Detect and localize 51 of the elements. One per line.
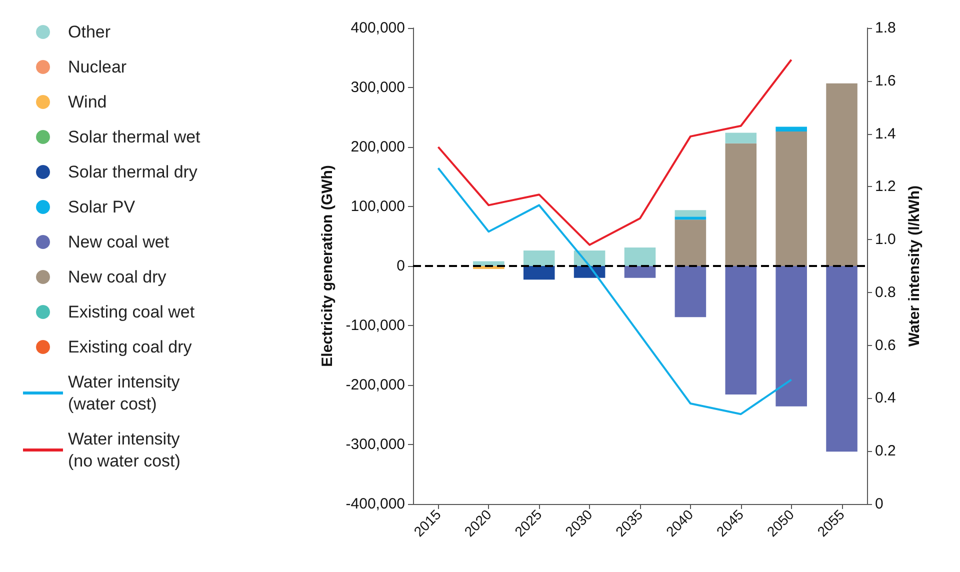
y-tick-label: 400,000 — [350, 20, 405, 36]
bar — [674, 266, 706, 318]
legend-label: Water intensity (water cost) — [68, 372, 185, 414]
legend-label: Existing coal dry — [68, 338, 192, 356]
y2-tick-label: 1.4 — [875, 125, 896, 142]
legend-label: Solar thermal wet — [68, 128, 201, 146]
y2-tick-label: 0.8 — [875, 284, 896, 301]
bar — [776, 266, 807, 406]
line-series — [437, 58, 792, 246]
bar — [826, 266, 858, 452]
y2-tick-label: 0 — [875, 496, 884, 512]
legend-label: Existing coal wet — [68, 302, 195, 322]
bar — [624, 248, 656, 266]
y2-tick-label: 0.4 — [875, 390, 896, 407]
y-tick-label: 200,000 — [350, 138, 405, 156]
y-tick-label: 300,000 — [350, 79, 405, 96]
legend-label: New coal dry — [68, 268, 167, 286]
y2-tick-label: 1.6 — [875, 72, 896, 90]
y-axis-title: Electricity generation (GWh) — [319, 165, 336, 367]
bar — [776, 126, 807, 132]
y-tick-label: 100,000 — [350, 198, 405, 215]
y2-tick-label: 1.8 — [875, 20, 896, 36]
y2-tick-label: 0.6 — [875, 336, 896, 354]
bar — [725, 132, 757, 144]
y-tick-label: 0 — [396, 258, 405, 274]
legend-label: Nuclear — [68, 58, 127, 76]
y2-axis-title: Water intensity (l/kWh) — [906, 185, 923, 347]
legend-label: Solar PV — [68, 198, 136, 216]
bar — [674, 220, 706, 266]
bar — [725, 266, 757, 395]
bar — [776, 132, 807, 266]
bar — [624, 266, 656, 278]
line-series — [437, 167, 792, 416]
legend-label: Solar thermal dry — [68, 162, 198, 182]
bar — [826, 83, 858, 266]
legend-label: Other — [68, 22, 111, 42]
bar — [523, 266, 555, 280]
y-tick-label: -300,000 — [346, 436, 405, 453]
bar — [523, 250, 555, 266]
y-tick-label: -100,000 — [346, 317, 405, 334]
y-tick-label: -400,000 — [346, 496, 405, 512]
bar — [674, 216, 706, 220]
y2-tick-label: 1.0 — [875, 231, 896, 248]
legend-label: Water intensity (no water cost) — [68, 430, 185, 470]
legend-label: New coal wet — [68, 232, 170, 252]
legend-label: Wind — [68, 92, 107, 112]
bar — [725, 143, 757, 266]
bar — [674, 210, 706, 217]
y2-tick-label: 1.2 — [875, 178, 896, 196]
y-tick-label: -200,000 — [346, 376, 405, 394]
y2-tick-label: 0.2 — [875, 442, 896, 460]
